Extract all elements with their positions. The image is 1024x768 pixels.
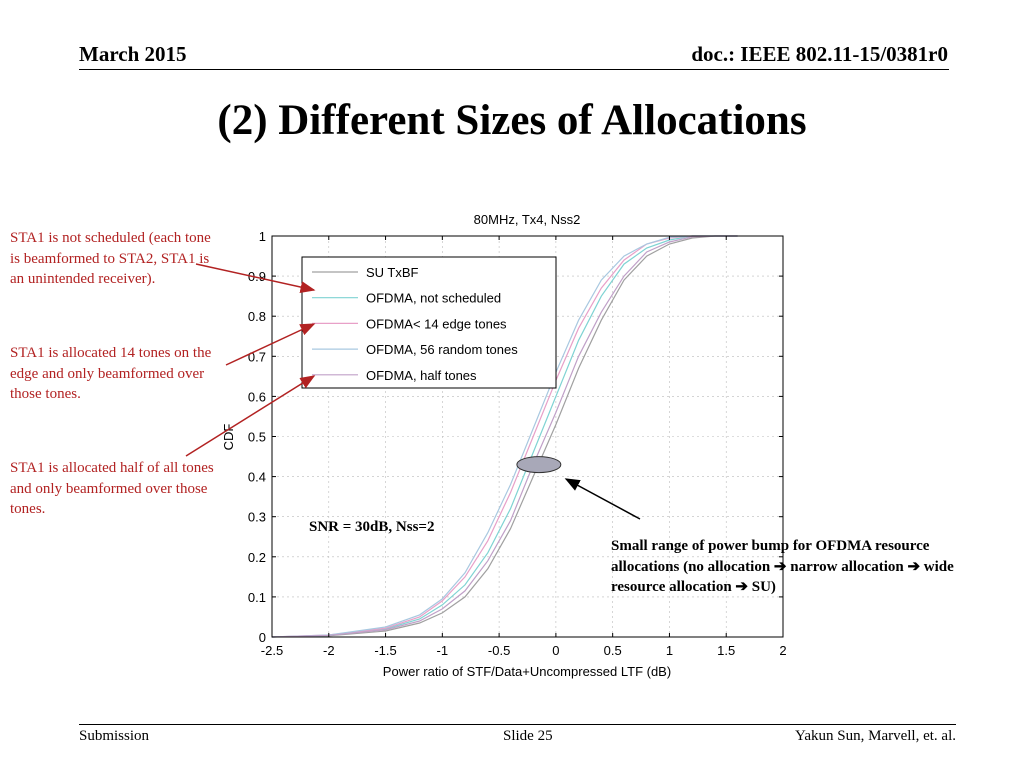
- y-axis-label: CDF: [221, 424, 236, 451]
- y-tick-label: 0.8: [248, 309, 266, 324]
- power-bump-callout: Small range of power bump for OFDMA reso…: [611, 538, 954, 595]
- y-tick-label: 0.7: [248, 349, 266, 364]
- y-tick-label: 0.3: [248, 510, 266, 525]
- x-tick-label: -0.5: [488, 643, 510, 658]
- x-tick-label: -2.5: [261, 643, 283, 658]
- y-tick-label: 1: [259, 229, 266, 244]
- header-date: March 2015: [79, 42, 187, 66]
- arrow-half-tones: [185, 375, 316, 457]
- x-tick-label: 1: [666, 643, 673, 658]
- legend-box: [301, 256, 557, 389]
- x-tick-label: 0.5: [604, 643, 622, 658]
- series-line-3: [271, 235, 738, 638]
- series-line-4: [271, 235, 738, 638]
- series-lines: [271, 235, 738, 638]
- legend-label: OFDMA, 56 random tones: [366, 342, 518, 357]
- arrow-callout: [564, 478, 641, 520]
- footer-authors: Yakun Sun, Marvell, et. al.: [795, 728, 956, 744]
- y-tick-label: 0.2: [248, 550, 266, 565]
- annotation-half-tones: STA1 is allocated half of all tones and …: [10, 460, 214, 517]
- legend-label: OFDMA< 14 edge tones: [366, 316, 507, 331]
- series-line-2: [271, 235, 738, 638]
- y-tick-label: 0.6: [248, 389, 266, 404]
- snr-label: SNR = 30dB, Nss=2: [309, 519, 435, 535]
- x-tick-label: 1.5: [717, 643, 735, 658]
- header-rule: [79, 69, 949, 70]
- x-tick-label: 2: [779, 643, 786, 658]
- axis-ticks: -2.5 -2 -1.5 -1 -0.5 0 0.5 1 1.5 2 0 0.1 0.2 0.3 0.4 0.…: [248, 229, 787, 658]
- series-line-1: [271, 235, 738, 638]
- legend: SU TxBF OFDMA, not scheduled OFDMA< 14 edg…: [301, 256, 557, 389]
- y-tick-label: 0: [259, 630, 266, 645]
- x-tick-label: 0: [552, 643, 559, 658]
- legend-label: OFDMA, not scheduled: [366, 291, 501, 306]
- legend-label: OFDMA, half tones: [366, 368, 477, 383]
- annotation-14-edge-tones: STA1 is allocated 14 tones on the edge a…: [10, 345, 212, 402]
- slide-title: (2) Different Sizes of Allocations: [217, 97, 807, 144]
- annotation-not-scheduled: STA1 is not scheduled (each tone is beam…: [10, 230, 211, 287]
- header-doc-id: doc.: IEEE 802.11-15/0381r0: [691, 42, 948, 66]
- chart-title: 80MHz, Tx4, Nss2: [474, 212, 581, 227]
- x-tick-label: -1.5: [374, 643, 396, 658]
- x-tick-label: -1: [437, 643, 449, 658]
- series-line-5: [271, 235, 738, 638]
- arrow-14-edge-tones: [225, 323, 316, 366]
- footer-slide-number: Slide 25: [503, 728, 553, 744]
- y-tick-label: 0.4: [248, 470, 266, 485]
- footer-rule: [79, 724, 956, 725]
- y-tick-label: 0.9: [248, 269, 266, 284]
- y-tick-label: 0.1: [248, 590, 266, 605]
- x-tick-label: -2: [323, 643, 335, 658]
- x-axis-label: Power ratio of STF/Data+Uncompressed LTF…: [383, 664, 671, 679]
- footer-submission: Submission: [79, 728, 150, 744]
- y-tick-label: 0.5: [248, 430, 266, 445]
- legend-label: SU TxBF: [366, 265, 419, 280]
- highlight-ellipse: [516, 456, 562, 474]
- arrow-not-scheduled: [195, 263, 316, 293]
